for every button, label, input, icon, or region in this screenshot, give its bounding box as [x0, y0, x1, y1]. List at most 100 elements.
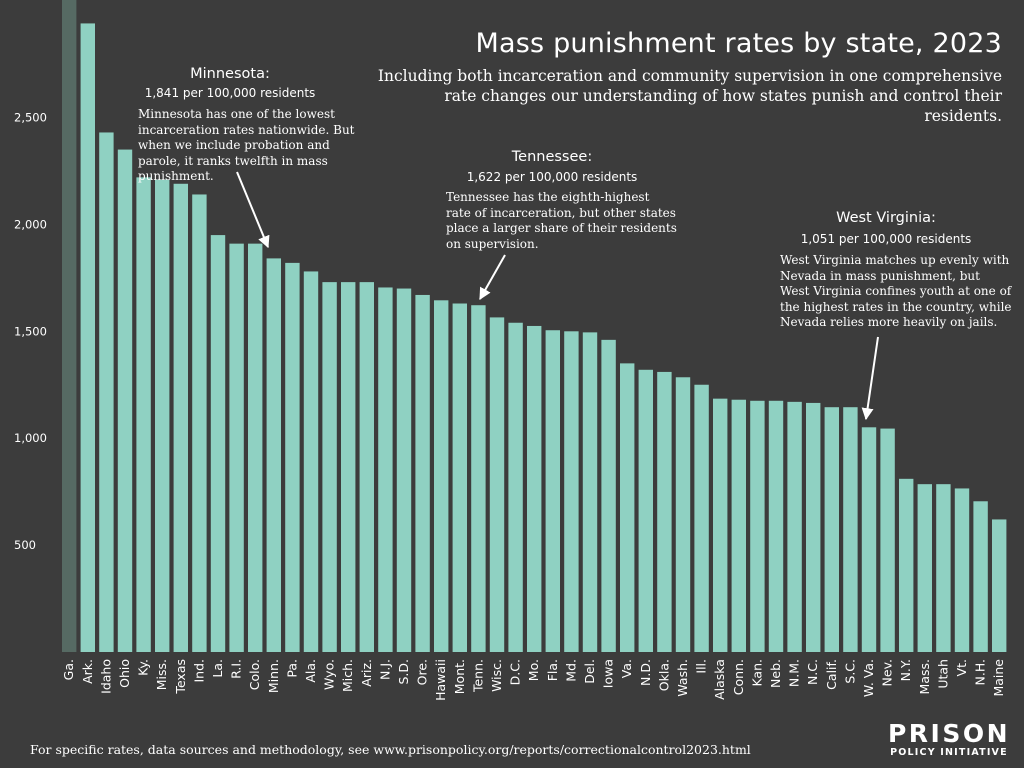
x-tick-label: Minn.	[266, 659, 281, 693]
bar-utah	[936, 484, 951, 652]
bar-n-m	[787, 401, 802, 652]
x-tick-label: Ky.	[136, 659, 151, 676]
tennessee-arrow	[479, 254, 506, 301]
bar-minn	[266, 258, 281, 652]
bar-neb	[768, 400, 784, 652]
bar-ark	[80, 23, 95, 653]
bar-ill	[694, 384, 709, 652]
bar-okla	[657, 371, 672, 652]
x-tick-label: Utah	[935, 659, 950, 689]
bar-mo	[527, 325, 542, 652]
bar-tenn	[471, 305, 486, 652]
bar-nev	[880, 428, 895, 652]
bar-mont	[452, 303, 467, 652]
bar-n-h	[973, 501, 988, 652]
minnesota-note: Minnesota has one of the lowest incarcer…	[138, 107, 355, 183]
bar-ky	[136, 177, 151, 652]
bar-maine	[992, 519, 1007, 652]
bar-fla	[545, 330, 560, 652]
x-tick-label: N.C.	[805, 659, 820, 685]
y-tick-label: 2,500	[14, 111, 47, 125]
x-tick-label: N.D.	[638, 659, 653, 686]
x-axis-labels: Ga. Ark. Idaho Ohio Ky. Miss. Texas Ind. La. R.I.…	[61, 659, 1006, 701]
x-tick-label: N.J.	[377, 659, 392, 680]
x-tick-label: Alaska	[712, 659, 727, 700]
bar-w-va	[861, 427, 877, 652]
bar-ohio	[117, 149, 133, 652]
bar-del	[582, 332, 598, 652]
x-tick-label: Va.	[619, 659, 634, 678]
x-tick-label: Okla.	[656, 659, 671, 691]
bar-alaska	[713, 398, 728, 652]
x-tick-label: Ohio	[117, 659, 132, 688]
bar-d-c	[508, 322, 523, 652]
bar-idaho	[99, 132, 114, 652]
bar-s-c	[843, 407, 858, 652]
bar-wyo	[322, 282, 337, 652]
bar-calif	[824, 407, 839, 652]
x-tick-label: Ore.	[415, 659, 430, 685]
x-tick-label: Kan.	[749, 659, 764, 687]
x-tick-label: Maine	[991, 659, 1006, 697]
logo-bottom-text: POLICY INITIATIVE	[890, 747, 1008, 758]
x-tick-label: R.I.	[229, 659, 244, 679]
x-tick-label: Del.	[582, 659, 597, 684]
bar-n-c	[806, 402, 821, 652]
x-tick-label: Md.	[563, 659, 578, 682]
bar-md	[564, 331, 579, 652]
bar-hawaii	[434, 300, 449, 652]
annotation-arrows	[236, 171, 879, 421]
tennessee-note: Tennessee has the eighth-highest rate of…	[446, 190, 677, 251]
x-tick-label: N.H.	[973, 659, 988, 685]
x-tick-label: Wyo.	[322, 659, 337, 690]
bar-wash	[675, 377, 691, 652]
west-virginia-heading: West Virginia:	[836, 210, 936, 226]
x-tick-label: Ariz.	[359, 659, 374, 687]
x-tick-label: N.M.	[787, 659, 802, 687]
tennessee-rate: 1,622 per 100,000 residents	[466, 170, 638, 184]
x-tick-label: Hawaii	[433, 659, 448, 701]
x-tick-label: Mont.	[452, 659, 467, 694]
bar-mass	[917, 484, 932, 652]
y-tick-label: 1,000	[14, 431, 47, 445]
west-virginia-rate: 1,051 per 100,000 residents	[800, 232, 972, 246]
minnesota-arrow	[236, 171, 270, 249]
x-tick-label: Iowa	[601, 659, 616, 688]
x-tick-label: Nev.	[880, 659, 895, 686]
x-tick-label: N.Y.	[898, 659, 913, 681]
bar-ga	[62, 0, 77, 652]
x-tick-label: Texas	[173, 659, 188, 695]
minnesota-rate: 1,841 per 100,000 residents	[144, 86, 316, 100]
bar-ore	[415, 294, 430, 652]
minnesota-heading: Minnesota:	[190, 66, 270, 82]
x-tick-label: Neb.	[768, 659, 783, 688]
bar-n-j	[378, 287, 393, 652]
x-tick-label: Miss.	[154, 659, 169, 690]
bar-n-d	[638, 369, 653, 652]
footer-source: For specific rates, data sources and met…	[30, 742, 751, 757]
x-tick-label: Wisc.	[489, 659, 504, 692]
x-tick-label: D.C.	[508, 659, 523, 685]
bar-ala	[303, 271, 319, 652]
x-tick-label: S.D.	[396, 659, 411, 685]
bar-pa	[285, 262, 300, 652]
y-tick-label: 2,000	[14, 217, 47, 231]
west-virginia-arrow	[861, 336, 879, 421]
x-tick-label: W. Va.	[861, 659, 876, 697]
west-virginia-note: West Virginia matches up evenly with Nev…	[780, 253, 1012, 329]
x-tick-label: Ga.	[61, 659, 76, 680]
x-tick-label: Calif.	[824, 659, 839, 690]
chart-subtitle: Including both incarceration and communi…	[377, 67, 1002, 125]
bar-vt	[954, 488, 970, 652]
bar-mich	[341, 282, 356, 652]
chart-title: Mass punishment rates by state, 2023	[475, 28, 1002, 59]
tennessee-heading: Tennessee:	[511, 149, 593, 165]
y-tick-label: 1,500	[14, 324, 47, 338]
bar-va	[620, 363, 635, 652]
bar-s-d	[396, 288, 412, 652]
x-tick-label: Mass.	[917, 659, 932, 694]
x-tick-label: Mich.	[340, 659, 355, 692]
bar-miss	[155, 179, 170, 652]
